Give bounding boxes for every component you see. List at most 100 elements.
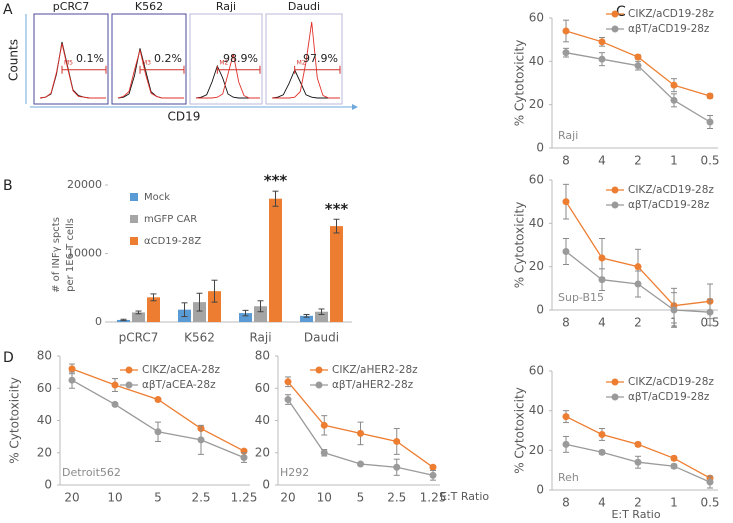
histogram-frame — [189, 13, 263, 105]
y-axis-label: % Cytotoxicity — [513, 387, 527, 474]
legend-label: αCD19-28Z — [144, 236, 201, 247]
histogram-curve — [195, 64, 260, 99]
legend-marker — [611, 10, 619, 18]
x-tick-label: 5 — [154, 491, 162, 505]
histogram-frame — [33, 13, 109, 105]
gate-percent: 98.9% — [223, 52, 258, 65]
x-tick-label: 20 — [64, 491, 79, 505]
x-tick-label: 1.25 — [231, 491, 258, 505]
legend-marker — [611, 201, 619, 209]
point — [598, 448, 606, 456]
y-tick-label: 80 — [37, 349, 52, 363]
bar — [330, 226, 343, 322]
histogram-curve — [271, 68, 340, 99]
y-axis-label: % Cytotoxicity — [513, 202, 527, 289]
legend-label: Mock — [144, 192, 170, 203]
legend-marker — [125, 366, 133, 374]
point — [68, 376, 76, 384]
point — [154, 428, 162, 436]
x-tick-label: 4 — [598, 154, 606, 168]
y-tick-label: 40 — [37, 413, 52, 427]
y-axis-label: # of INFγ spcts — [51, 217, 62, 293]
y-tick-label: 0 — [95, 315, 102, 328]
y-tick-label: 40 — [529, 403, 544, 417]
y-tick-label: 80 — [255, 349, 270, 363]
x-tick-label: 4 — [598, 316, 606, 330]
x-tick-label: 20 — [280, 491, 295, 505]
x-tick-label: pCRC7 — [119, 331, 159, 345]
panel-label: C — [616, 4, 626, 20]
legend-label: CIKZ/aCEA-28z — [142, 364, 221, 376]
point — [634, 280, 642, 288]
point — [634, 440, 642, 448]
histogram-curve — [196, 53, 260, 99]
y-tick-label: 0 — [536, 483, 544, 497]
point — [240, 454, 248, 462]
legend-marker — [611, 186, 619, 194]
legend-marker — [611, 393, 619, 401]
y-tick-label: 20000 — [67, 178, 102, 191]
y-tick-label: 40 — [529, 54, 544, 68]
legend-marker — [611, 25, 619, 33]
x-tick-label: 2 — [634, 496, 642, 510]
point — [284, 396, 292, 404]
y-tick-label: 0 — [262, 478, 270, 492]
point — [598, 430, 606, 438]
bar — [208, 291, 221, 322]
point — [670, 306, 678, 314]
legend-label: CIKZ/aCD19-28z — [628, 376, 714, 388]
point — [634, 53, 642, 61]
legend-label: αβT/aCD19-28z — [628, 23, 710, 35]
point — [357, 460, 364, 468]
cell-line-label: Reh — [558, 471, 579, 484]
legend-label: CIKZ/aCD19-28z — [628, 8, 714, 20]
x-tick-label: 2.5 — [191, 491, 210, 505]
legend-swatch — [130, 215, 138, 223]
point — [284, 378, 292, 386]
gate-label: M2 — [219, 59, 228, 66]
legend-label: αβT/aHER2-28z — [332, 379, 414, 391]
x-tick-label: 5 — [357, 491, 365, 505]
point — [562, 440, 570, 448]
significance: *** — [325, 200, 349, 218]
point — [197, 436, 205, 444]
y-axis-label: per 1E6 T cells — [65, 218, 76, 292]
a-axis-arrowhead — [352, 104, 358, 110]
x-tick-label: 2 — [634, 316, 642, 330]
legend-marker — [315, 381, 323, 389]
histogram-frame — [111, 13, 187, 105]
x-tick-label: 2.5 — [387, 491, 406, 505]
x-tick-label: 8 — [562, 496, 570, 510]
bar — [132, 312, 145, 322]
point — [706, 478, 714, 486]
histogram-title: Daudi — [288, 0, 320, 13]
histogram-curve — [272, 21, 340, 99]
x-tick-label: 8 — [562, 154, 570, 168]
gate-label: M3 — [142, 59, 151, 66]
histogram-curve — [117, 49, 184, 99]
y-tick-label: 60 — [529, 173, 544, 187]
panel-label: A — [3, 2, 13, 18]
y-axis-label: % Cytotoxicity — [513, 40, 527, 127]
bar — [147, 297, 160, 322]
legend-label: αβT/aCD19-28z — [628, 199, 710, 211]
bar — [300, 315, 313, 322]
gate-percent: 0.1% — [76, 52, 104, 65]
point — [706, 92, 714, 100]
point — [670, 81, 678, 89]
y-tick-label: 20 — [529, 443, 544, 457]
x-axis-label: E:T Ratio — [440, 490, 489, 503]
cell-line-label: Raji — [558, 129, 578, 142]
point — [562, 49, 570, 57]
point — [598, 38, 606, 46]
panel-label: D — [3, 350, 14, 366]
x-tick-label: 1.25 — [420, 491, 447, 505]
y-axis-label: % Cytotoxicity — [8, 377, 22, 464]
y-tick-label: 10000 — [67, 247, 102, 260]
legend-label: αβT/aCD19-28z — [628, 391, 710, 403]
point — [670, 454, 678, 462]
histogram-title: pCRC7 — [53, 0, 89, 13]
y-tick-label: 0 — [44, 478, 52, 492]
bar — [269, 198, 282, 322]
